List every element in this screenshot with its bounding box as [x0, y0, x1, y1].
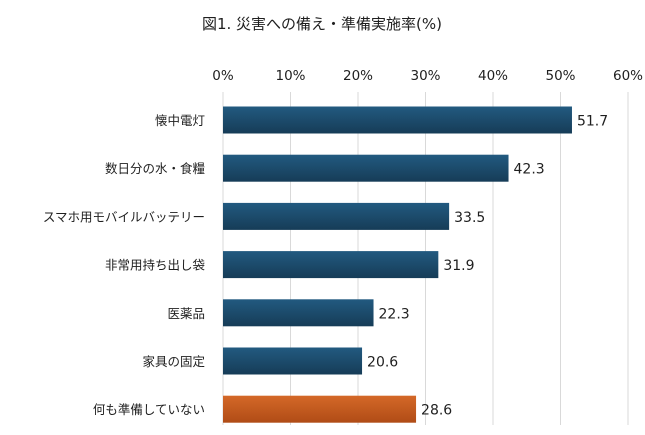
value-label: 33.5 — [454, 210, 485, 226]
category-label: 数日分の水・食糧 — [105, 161, 205, 176]
x-tick-label: 20% — [343, 68, 373, 84]
value-label: 31.9 — [443, 258, 474, 274]
chart-title: 図1. 災害への備え・準備実施率(%) — [202, 15, 442, 33]
bar-2 — [223, 202, 450, 230]
value-label: 51.7 — [577, 114, 608, 130]
category-label: スマホ用モバイルバッテリー — [43, 209, 205, 224]
category-label: 懐中電灯 — [155, 113, 205, 128]
category-label: 家具の固定 — [142, 354, 205, 369]
x-tick-label: 40% — [478, 68, 508, 84]
bar-3 — [223, 251, 439, 279]
x-tick-label: 50% — [545, 68, 575, 84]
category-label: 非常用持ち出し袋 — [105, 258, 206, 273]
category-label: 医薬品 — [167, 306, 205, 321]
value-label: 20.6 — [367, 355, 398, 371]
bar-1 — [223, 154, 509, 182]
x-tick-label: 0% — [212, 68, 234, 84]
bar-4 — [223, 299, 374, 327]
category-label: 何も準備していない — [93, 402, 205, 417]
bar-5 — [223, 347, 363, 375]
x-tick-label: 30% — [410, 68, 440, 84]
value-label: 28.6 — [421, 403, 452, 419]
value-label: 22.3 — [379, 306, 410, 322]
x-tick-label: 10% — [275, 68, 305, 84]
x-tick-label: 60% — [613, 68, 643, 84]
bar-0 — [223, 106, 572, 134]
value-label: 42.3 — [514, 162, 545, 178]
bar-6 — [223, 395, 417, 423]
